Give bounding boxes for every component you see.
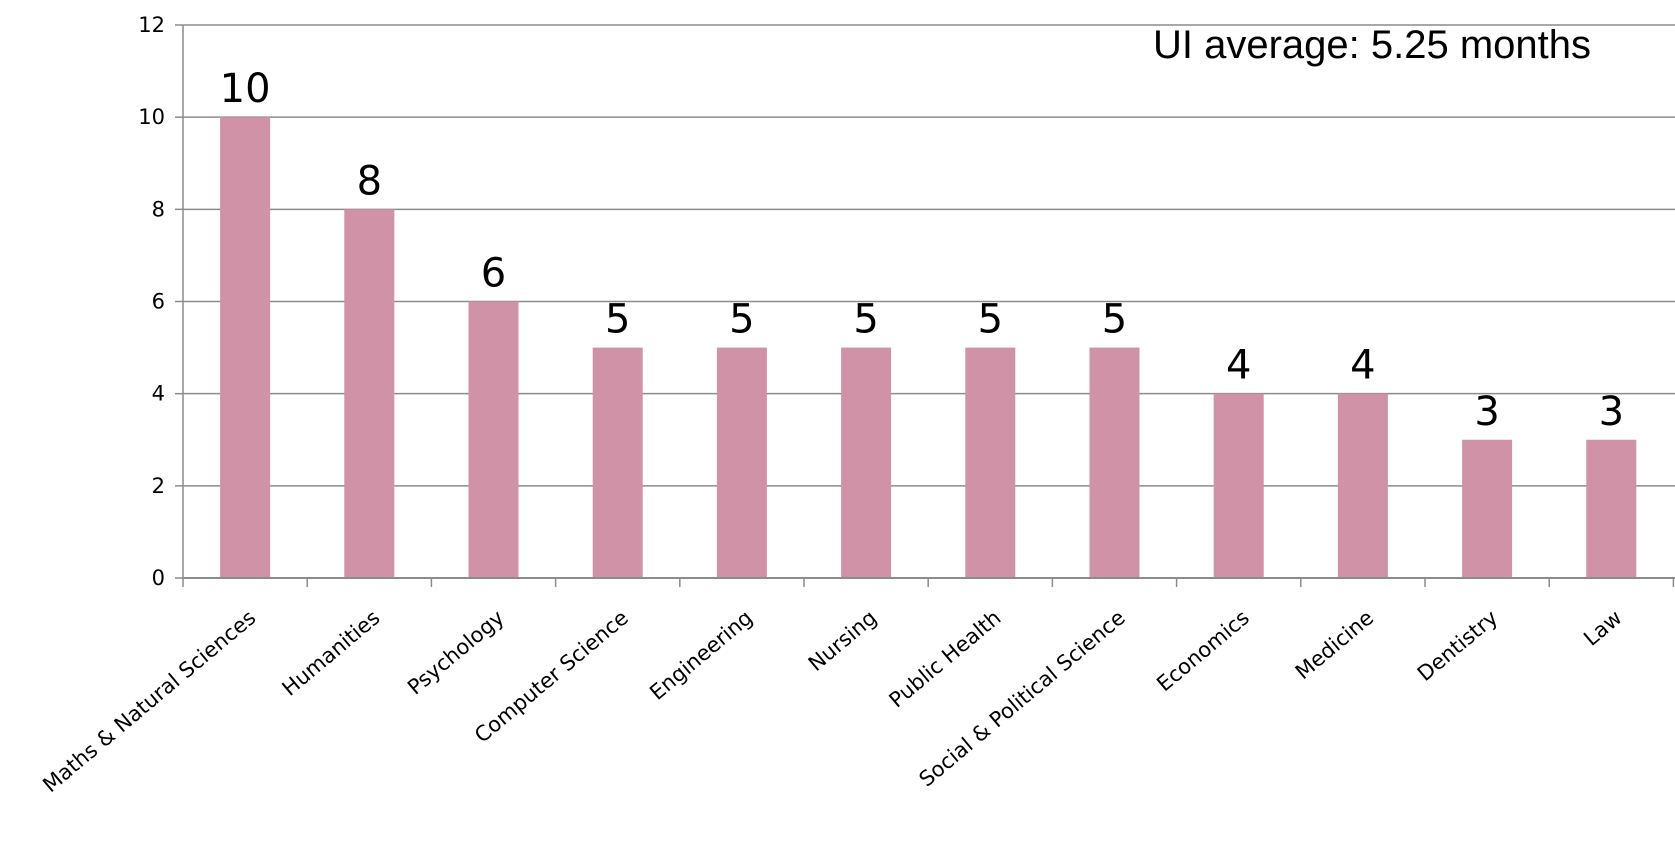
bar — [1213, 393, 1264, 578]
data-label: 4 — [1350, 343, 1375, 389]
x-tick-label: Psychology — [403, 605, 509, 699]
bar — [1462, 439, 1513, 578]
x-tick-label: Maths & Natural Sciences — [38, 605, 260, 797]
bar — [1089, 347, 1140, 578]
y-tick-label: 4 — [152, 382, 165, 406]
x-tick-label: Medicine — [1291, 605, 1378, 684]
gridlines — [183, 24, 1675, 487]
bar — [841, 347, 892, 578]
data-label: 6 — [481, 251, 506, 297]
bar — [716, 347, 767, 578]
bar — [344, 209, 395, 579]
bar — [468, 301, 519, 578]
x-tick-label: Nursing — [804, 605, 882, 676]
x-tick-label: Economics — [1152, 605, 1254, 696]
data-labels: 10 8 6 5 5 5 5 5 4 4 3 3 — [220, 66, 1624, 435]
bars — [220, 117, 1637, 579]
data-label: 3 — [1474, 389, 1499, 435]
data-label: 5 — [853, 297, 878, 343]
x-tick-label: Social & Political Science — [914, 605, 1129, 791]
bar — [592, 347, 643, 578]
data-label: 10 — [220, 66, 271, 112]
data-label: 5 — [729, 297, 754, 343]
y-tick-label: 2 — [152, 474, 165, 498]
x-tick-label: Dentistry — [1413, 605, 1503, 686]
data-label: 5 — [605, 297, 630, 343]
data-label: 4 — [1226, 343, 1251, 389]
x-tick-label: Engineering — [645, 605, 757, 704]
data-label: 5 — [978, 297, 1003, 343]
average-annotation: UI average: 5.25 months — [1153, 23, 1591, 67]
x-tick-label: Humanities — [278, 605, 385, 700]
y-tick-label: 6 — [152, 290, 165, 314]
y-tick-label: 10 — [138, 105, 165, 129]
y-tick-label: 0 — [152, 566, 165, 590]
y-tick-label: 8 — [152, 197, 165, 221]
x-tick-label: Public Health — [885, 605, 1006, 712]
x-tick-label: Law — [1579, 605, 1626, 650]
data-label: 8 — [357, 158, 382, 204]
bar — [965, 347, 1016, 578]
data-label: 3 — [1599, 389, 1624, 435]
y-tick-label: 12 — [138, 13, 165, 37]
bar — [1337, 393, 1388, 578]
data-label: 5 — [1102, 297, 1127, 343]
bar — [1586, 439, 1637, 578]
bar — [220, 117, 271, 579]
